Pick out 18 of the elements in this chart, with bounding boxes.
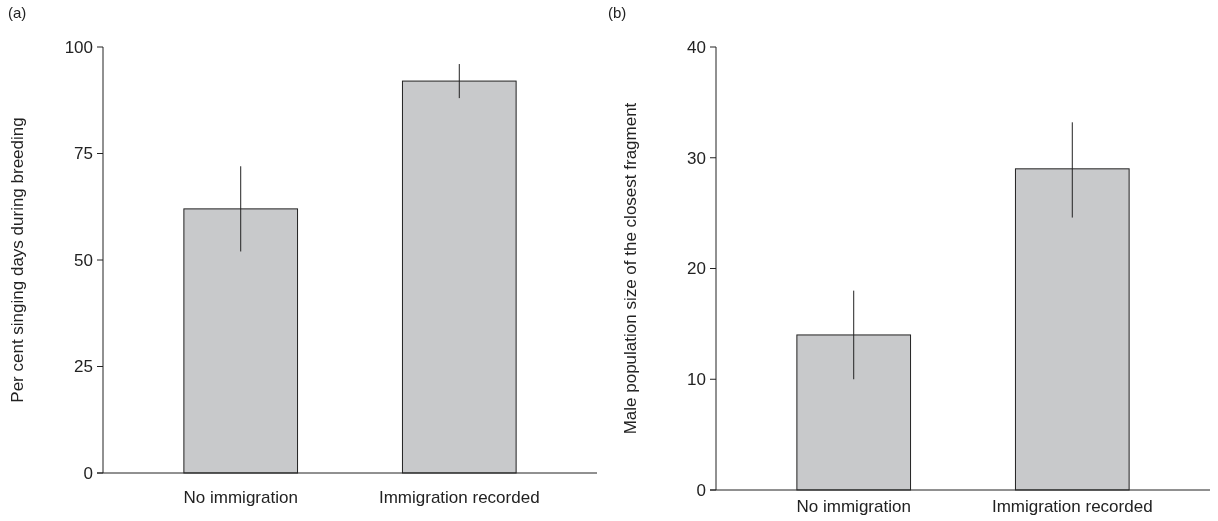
- y-tick-label: 20: [687, 259, 706, 279]
- y-tick-label: 25: [74, 357, 93, 377]
- y-axis-title: Male population size of the closest fragment: [621, 102, 640, 435]
- y-tick-label: 40: [687, 37, 706, 57]
- y-axis-title: Per cent singing days during breeding: [8, 117, 27, 403]
- x-tick-label: No immigration: [796, 497, 911, 516]
- y-tick-label: 100: [64, 37, 93, 57]
- x-tick-label: Immigration recorded: [378, 488, 540, 507]
- y-tick-label: 50: [74, 250, 93, 270]
- x-tick-label: No immigration: [183, 488, 298, 507]
- chart-title: (a): [8, 4, 27, 21]
- x-tick-label: Immigration recorded: [991, 497, 1153, 516]
- y-tick-label: 0: [83, 463, 93, 483]
- y-tick-label: 30: [687, 148, 706, 168]
- y-tick-label: 0: [696, 480, 706, 500]
- y-tick-label: 10: [687, 370, 706, 390]
- y-tick-label: 75: [74, 144, 93, 164]
- chart-title: (b): [608, 4, 627, 21]
